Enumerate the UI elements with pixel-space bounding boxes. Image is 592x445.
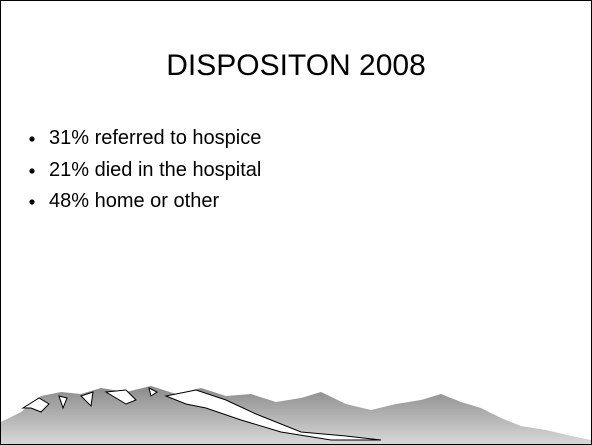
bullet-text: 31% referred to hospice — [49, 127, 261, 149]
bullet-list: 31% referred to hospice 21% died in the … — [29, 123, 261, 218]
bullet-item: 21% died in the hospital — [29, 155, 261, 187]
mountain-graphic — [1, 374, 591, 444]
bullet-dot — [29, 136, 35, 142]
slide: DISPOSITON 2008 31% referred to hospice … — [0, 0, 592, 445]
bullet-text: 48% home or other — [49, 190, 219, 212]
bullet-text: 21% died in the hospital — [49, 159, 261, 181]
bullet-dot — [29, 199, 35, 205]
bullet-dot — [29, 168, 35, 174]
bullet-item: 31% referred to hospice — [29, 123, 261, 155]
bullet-item: 48% home or other — [29, 186, 261, 218]
slide-title: DISPOSITON 2008 — [1, 49, 591, 83]
